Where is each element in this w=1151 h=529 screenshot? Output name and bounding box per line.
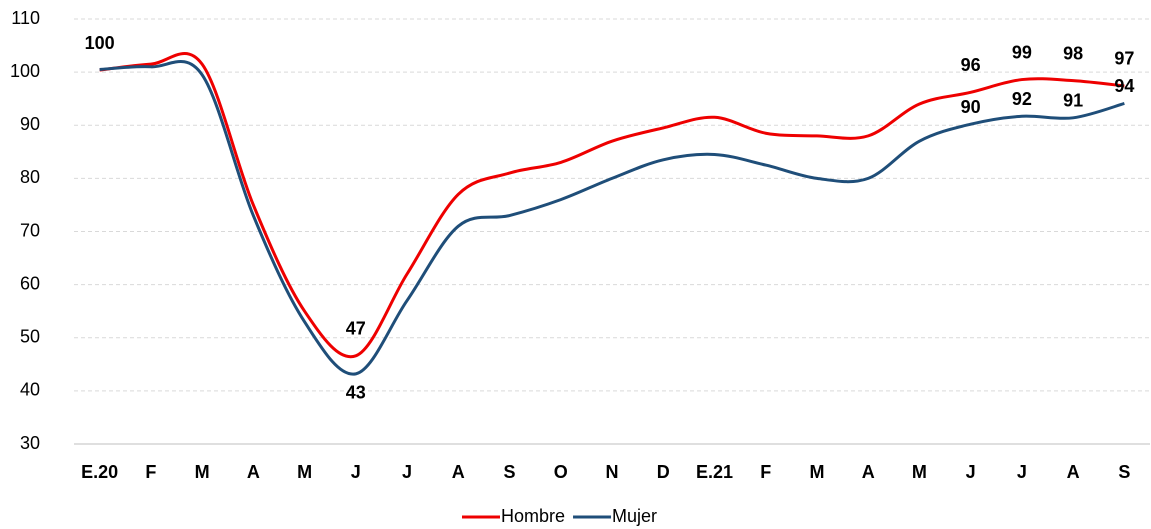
x-tick-label: A xyxy=(862,462,875,482)
data-label: 98 xyxy=(1063,43,1083,63)
x-tick-label: A xyxy=(452,462,465,482)
x-tick-label: J xyxy=(1017,462,1027,482)
data-label: 90 xyxy=(961,97,981,117)
data-label: 94 xyxy=(1114,76,1134,96)
data-label: 100 xyxy=(85,33,115,53)
y-tick-label: 110 xyxy=(11,8,40,28)
x-tick-label: J xyxy=(402,462,412,482)
x-tick-label: A xyxy=(1067,462,1080,482)
x-tick-label: S xyxy=(1118,462,1130,482)
data-label: 99 xyxy=(1012,42,1032,62)
data-label: 47 xyxy=(346,319,366,339)
x-tick-label: N xyxy=(606,462,619,482)
legend-label: Hombre xyxy=(501,506,565,526)
x-tick-label: F xyxy=(760,462,771,482)
y-tick-label: 30 xyxy=(20,433,40,453)
y-tick-label: 100 xyxy=(10,61,40,81)
y-tick-label: 90 xyxy=(20,114,40,134)
y-tick-label: 40 xyxy=(20,380,40,400)
x-tick-label: A xyxy=(247,462,260,482)
x-tick-label: S xyxy=(504,462,516,482)
y-tick-label: 80 xyxy=(20,167,40,187)
x-tick-label: F xyxy=(145,462,156,482)
x-tick-label: D xyxy=(657,462,670,482)
data-label: 92 xyxy=(1012,89,1032,109)
data-label: 96 xyxy=(961,55,981,75)
y-tick-label: 70 xyxy=(20,220,40,240)
x-tick-label: M xyxy=(195,462,210,482)
x-tick-label: J xyxy=(966,462,976,482)
y-tick-label: 60 xyxy=(20,273,40,293)
x-tick-label: M xyxy=(809,462,824,482)
x-tick-label: M xyxy=(912,462,927,482)
data-label: 97 xyxy=(1114,49,1134,69)
data-label: 43 xyxy=(346,383,366,403)
x-tick-label: M xyxy=(297,462,312,482)
x-tick-label: E.21 xyxy=(696,462,733,482)
line xyxy=(99,60,1125,376)
x-tick-label: J xyxy=(351,462,361,482)
x-tick-label: E.20 xyxy=(81,462,118,482)
x-tick-label: O xyxy=(554,462,568,482)
line xyxy=(99,52,1125,359)
data-label: 91 xyxy=(1063,91,1083,111)
y-tick-label: 50 xyxy=(20,327,40,347)
legend-label: Mujer xyxy=(612,506,657,526)
